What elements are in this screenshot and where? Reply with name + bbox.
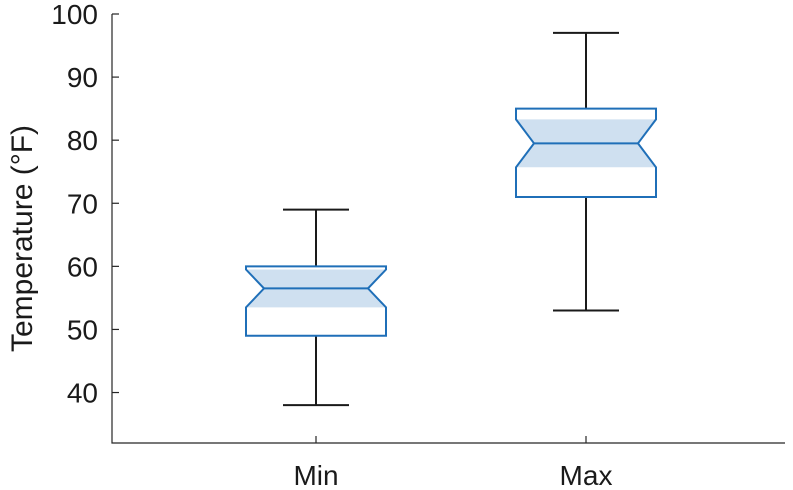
y-tick-label: 100 xyxy=(51,0,98,30)
y-tick-label: 60 xyxy=(67,251,98,282)
axis-lines xyxy=(111,14,785,444)
y-tick-label: 40 xyxy=(67,378,98,409)
box-max xyxy=(515,31,657,312)
x-tick-label: Min xyxy=(293,460,338,490)
y-tick-label: 70 xyxy=(67,188,98,219)
box-min xyxy=(245,208,387,407)
box-outline xyxy=(245,265,387,337)
axes: 40 50 60 70 80 90 100 Min Max xyxy=(51,0,785,490)
y-tick-label: 90 xyxy=(67,62,98,93)
box-outline xyxy=(515,107,657,198)
y-tick-label: 80 xyxy=(67,125,98,156)
boxes xyxy=(245,31,657,407)
x-tick-label: Max xyxy=(560,460,613,490)
labels: Temperature (°F) xyxy=(6,125,39,352)
y-tick-label: 50 xyxy=(67,314,98,345)
y-axis-title: Temperature (°F) xyxy=(6,125,39,352)
